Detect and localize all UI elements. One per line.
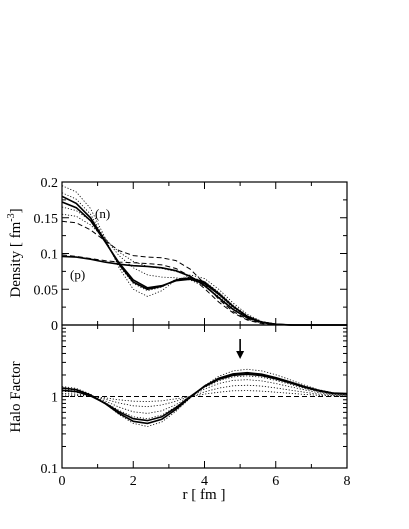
density-y-tick-label: 0.1: [41, 248, 59, 263]
x-axis-label: r [ fm ]: [183, 487, 226, 503]
density-y-tick-label: 0.15: [34, 212, 59, 227]
density-y-tick-label: 0.2: [41, 176, 59, 191]
density-y-tick-label: 0.05: [34, 283, 59, 298]
x-tick-label: 6: [272, 474, 279, 489]
density-series-9-line: [61, 213, 347, 326]
density-series-5-line: [61, 254, 347, 326]
density-series-3-line: [61, 255, 347, 326]
neutron-annotation: (n): [95, 206, 110, 221]
density-y-axis-label: Density [ fm-3]: [6, 208, 24, 297]
x-tick-label: 0: [59, 474, 66, 489]
halo-series-2-line: [61, 373, 348, 422]
x-tick-label: 4: [201, 474, 208, 489]
density-y-axis-label-close: ]: [8, 208, 24, 213]
halo-factor-panel: 0.1 1 0 2 4 6 8 Halo Factor r [ fm ]: [8, 324, 351, 503]
density-y-axis-label-main: Density [ fm: [8, 221, 24, 297]
halo-series-7-line: [61, 384, 348, 408]
density-series-4-line: [61, 220, 347, 326]
halo-y-tick-label: 0.1: [41, 462, 59, 477]
x-tick-label: 2: [130, 474, 137, 489]
proton-annotation: (p): [70, 267, 85, 282]
density-y-axis-label-exponent: -3: [6, 213, 17, 221]
halo-y-axis-label: Halo Factor: [8, 361, 24, 432]
x-tick-label: 8: [344, 474, 351, 489]
halo-series-5-line: [61, 375, 348, 420]
density-series-8-line: [61, 206, 347, 326]
halo-peak-arrow-icon: [236, 339, 245, 359]
density-plot-frame: [61, 181, 348, 326]
density-panel: 0 0.05 0.1 0.15 0.2 (n) (p) Density [ fm-3]: [6, 176, 348, 334]
arrow-head: [236, 351, 245, 359]
halo-y-tick-label: 1: [51, 391, 58, 406]
density-y-tick-label: 0: [51, 319, 58, 334]
